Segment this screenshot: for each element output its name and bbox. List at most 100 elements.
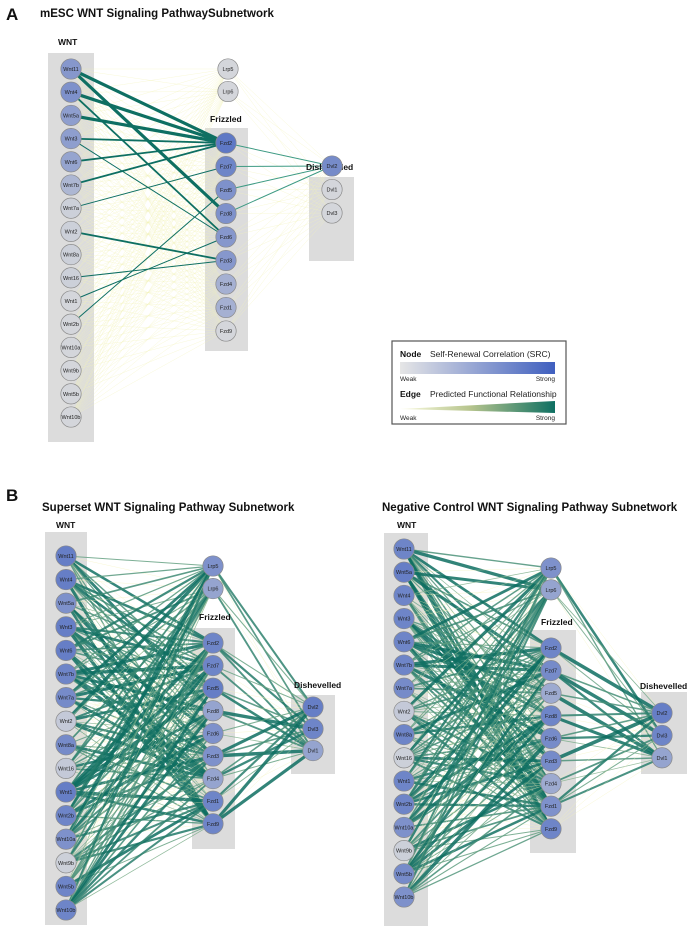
node-wnt4 [393,584,415,606]
node-label-wnt10a: Wnt10a [62,345,82,351]
edge-fz-10-dvl-1 [212,728,314,824]
node-wnt7a [55,687,77,709]
edge-strong-fz-0-dvl-0 [225,142,333,167]
edge-fz-1-dvl-1 [550,589,663,736]
node-wnt5b [393,863,415,885]
node-fzd1 [215,296,237,319]
node-fzd9 [540,818,562,840]
edge-wnt-13-fz-0 [403,567,552,851]
node-dvl1 [651,747,673,769]
edge-wnt-1-fz-0 [403,567,552,573]
node-fzd5 [540,682,562,704]
group-title-frizzled: Frizzled [199,612,231,622]
edge-wnt-14-fz-0 [65,565,214,887]
node-wnt8a [60,244,82,266]
edge-wnt-15-fz-8 [70,283,227,418]
node-lrp6 [217,80,239,103]
edges [69,67,333,418]
nodes-frizzled: Fzd2 Fzd7 Fzd5 Fzd8 Fzd6 Fzd3 Fzd4 Fzd1 Fzd9 [215,132,237,342]
edge-wnt-15-fz-6 [70,236,227,418]
node-dvl3 [651,724,673,746]
node-dvl1 [321,178,343,201]
network-negative-control: WNT Frizzled Dishevelled Wnt11 Wnt5a Wnt4 Wnt3… [384,520,687,926]
edge-wnt-15-fz-7 [65,755,214,911]
edge-wnt-1-fz-0 [65,565,214,581]
node-label-fzd2: Fzd2 [220,141,232,147]
edge-wnt-15-fz-7 [403,760,552,898]
edge-wnt-8-fz-0 [65,565,214,745]
nodes-lrp: Lrp5 Lrp6 [202,555,224,600]
node-label-fzd8: Fzd8 [207,709,219,715]
edge-wnt-3-fz-2 [65,625,214,645]
edge-wnt-8-fz-2 [65,642,214,746]
edge-wnt-13-fz-2 [403,647,552,851]
node-fzd8 [215,202,237,225]
edge-wnt-11-fz-2 [65,642,214,816]
edge-wnt-8-fz-2 [403,647,552,736]
edge-wnt-7-fz-0 [64,564,215,723]
edge-fz-3-dvl-0 [550,669,663,714]
node-fzd5 [202,677,224,699]
edge-fz-3-dvl-0 [212,665,314,708]
group-title-wnt: WNT [58,37,78,47]
edge-fz-9-dvl-0 [212,706,314,802]
edge-wnt-6-fz-3 [65,664,214,700]
legend-node-gradient [400,362,555,374]
node-label-wnt16: Wnt16 [58,766,74,772]
node-label-fzd2: Fzd2 [207,641,219,647]
node-label-wnt9b: Wnt9b [58,861,74,867]
node-wnt16 [393,747,415,769]
node-label-dvl2: Dvl2 [307,705,318,711]
node-wnt10a [393,816,415,838]
node-label-fzd5: Fzd5 [545,691,557,697]
nodes-dishevelled: Dvl2 Dvl1 Dvl3 [321,155,343,224]
node-label-fzd1: Fzd1 [545,804,557,810]
node-wnt16 [60,267,82,289]
node-label-wnt5a: Wnt5a [396,570,413,576]
edge-wnt-15-fz-7 [70,260,227,418]
legend-node-key: Node [400,349,422,359]
edge-fz-10-dvl-0 [225,165,333,332]
network-superset: WNT Frizzled Dishevelled Wnt11 Wnt4 Wnt5a Wnt3… [45,520,341,925]
edge-strong-fz-2-dvl-0 [225,165,333,191]
node-label-dvl1: Dvl1 [656,756,667,762]
edge-wnt-15-fz-4 [403,693,552,898]
node-wnt8a [393,724,415,746]
edge-wnt-4-fz-0 [403,566,552,644]
edge-fz-7-dvl-0 [550,711,663,763]
node-label-wnt11: Wnt11 [63,67,79,73]
node-label-fzd7: Fzd7 [545,669,557,675]
node-label-wnt5b: Wnt5b [63,392,79,398]
node-label-wnt7b: Wnt7b [396,663,412,669]
edge-wnt-11-fz-2 [402,646,553,806]
edge-wnt-5-fz-0 [70,68,229,186]
edge-wnt-5-fz-1 [70,91,229,186]
edge-strong-fz-1-dvl-0 [225,165,333,167]
edge-wnt-1-fz-0 [70,68,229,93]
edge-wnt-4-fz-2 [65,642,214,652]
node-fzd6 [202,722,224,744]
node-dvl1 [302,740,324,762]
node-dvl2 [302,696,324,718]
edge-wnt-10-fz-0 [70,68,229,302]
node-wnt5b [55,875,77,897]
node-label-wnt2: Wnt2 [60,719,73,725]
edge-wnt-6-fz-2 [403,647,552,690]
edge-fz-10-dvl-1 [225,189,333,332]
edge-wnt-10-fz-2 [64,641,215,794]
edge-wnt-14-fz-0 [403,567,552,875]
edge-fz-0-dvl-0 [550,567,663,714]
legend-edge-gradient [400,401,555,413]
edge-wnt-4-fz-2 [403,641,552,649]
edge-wnt-15-fz-0 [403,567,552,898]
edge-wnt-4-fz-1 [70,91,229,163]
node-label-fzd3: Fzd3 [220,258,232,264]
node-label-lrp5: Lrp5 [222,67,233,73]
node-label-wnt3: Wnt3 [398,617,411,623]
node-label-wnt10b: Wnt10b [62,415,81,421]
node-wnt5a [60,104,82,126]
node-wnt10a [55,828,77,850]
node-fzd4 [215,273,237,295]
edge-wnt-9-fz-0 [70,68,229,278]
nodes-dishevelled: Dvl2 Dvl3 Dvl1 [302,696,324,762]
